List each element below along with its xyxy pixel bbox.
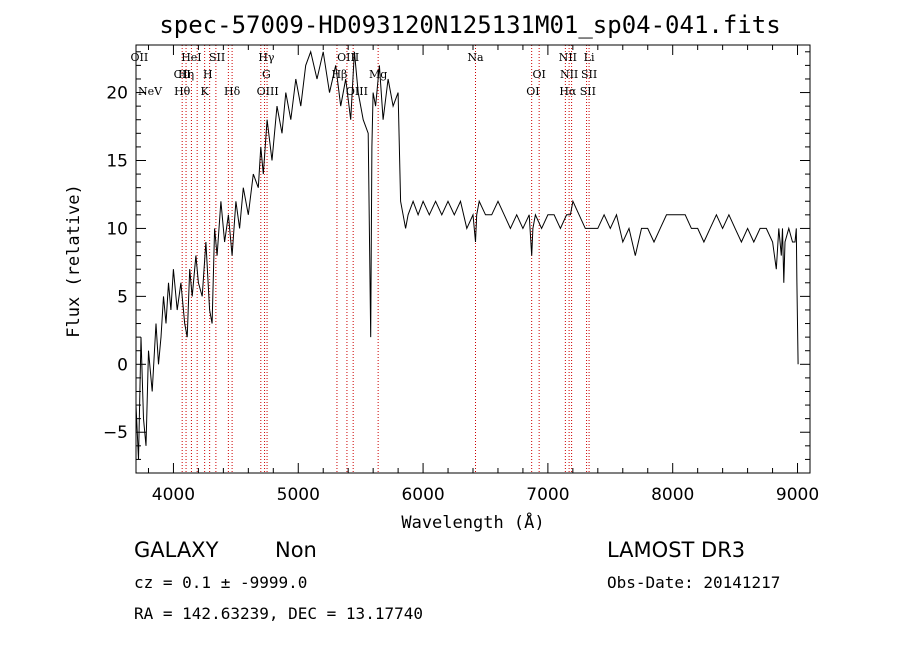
y-axis-ticks: −5 0 5 10 15 20 <box>103 51 810 460</box>
y-axis-label: Flux (relative) <box>64 184 84 338</box>
x-tick-label: 7000 <box>526 485 569 505</box>
x-tick-label: 9000 <box>776 485 819 505</box>
line-label: Hα <box>559 85 577 98</box>
spectral-line-labels: OII NeV CII Hθ Hη HeI KH SII Hδ Hγ G OIII OIII Hβ OIII… <box>131 51 598 98</box>
line-label: CII <box>174 68 191 81</box>
line-label: OIII <box>257 85 279 98</box>
line-label: Hη <box>178 68 194 81</box>
x-tick-label: 5000 <box>277 485 320 505</box>
y-tick-label: 5 <box>117 287 128 307</box>
line-label: H <box>203 68 213 81</box>
line-label: SII <box>209 51 225 64</box>
coordinates-text: RA = 142.63239, DEC = 13.17740 <box>134 604 423 623</box>
survey-name: LAMOST DR3 <box>607 538 745 562</box>
line-label: Na <box>467 51 484 64</box>
line-label: OIII <box>346 85 368 98</box>
line-label: OI <box>526 85 539 98</box>
line-label: G <box>262 68 271 81</box>
line-label: Hδ <box>224 85 241 98</box>
line-label: HeI <box>181 51 201 64</box>
line-label: NII <box>559 51 577 64</box>
x-axis-label: Wavelength (Å) <box>401 511 544 533</box>
object-class: GALAXY <box>134 538 219 562</box>
line-label: OII <box>131 51 149 64</box>
line-label: OIII <box>337 51 359 64</box>
line-label: K <box>201 85 210 98</box>
line-label: NeV <box>138 85 163 98</box>
line-label: Hγ <box>258 51 275 64</box>
line-label: Hβ <box>331 68 347 81</box>
chart-title: spec-57009-HD093120N125131M01_sp04-041.f… <box>159 11 780 39</box>
y-tick-label: 10 <box>106 219 128 239</box>
spectral-line-markers <box>181 45 590 473</box>
obs-date-text: Obs-Date: 20141217 <box>607 573 780 592</box>
y-tick-label: 20 <box>106 84 128 104</box>
line-label: SII <box>581 68 597 81</box>
x-tick-label: 6000 <box>401 485 444 505</box>
line-label: OI <box>532 68 545 81</box>
line-label: NII <box>560 68 578 81</box>
y-tick-label: 0 <box>117 355 128 375</box>
x-tick-label: 8000 <box>651 485 694 505</box>
x-tick-label: 4000 <box>152 485 195 505</box>
redshift-text: cz = 0.1 ± -9999.0 <box>134 573 307 592</box>
x-axis-ticks: 4000 5000 6000 7000 8000 9000 <box>147 45 819 505</box>
plot-frame <box>135 44 811 474</box>
line-label: SII <box>580 85 596 98</box>
y-tick-label: −5 <box>103 423 128 443</box>
line-label: Hθ <box>174 85 191 98</box>
object-subclass: Non <box>275 538 317 562</box>
flux-series-line <box>135 50 799 460</box>
y-tick-label: 15 <box>106 151 128 171</box>
line-label: Li <box>584 51 595 64</box>
